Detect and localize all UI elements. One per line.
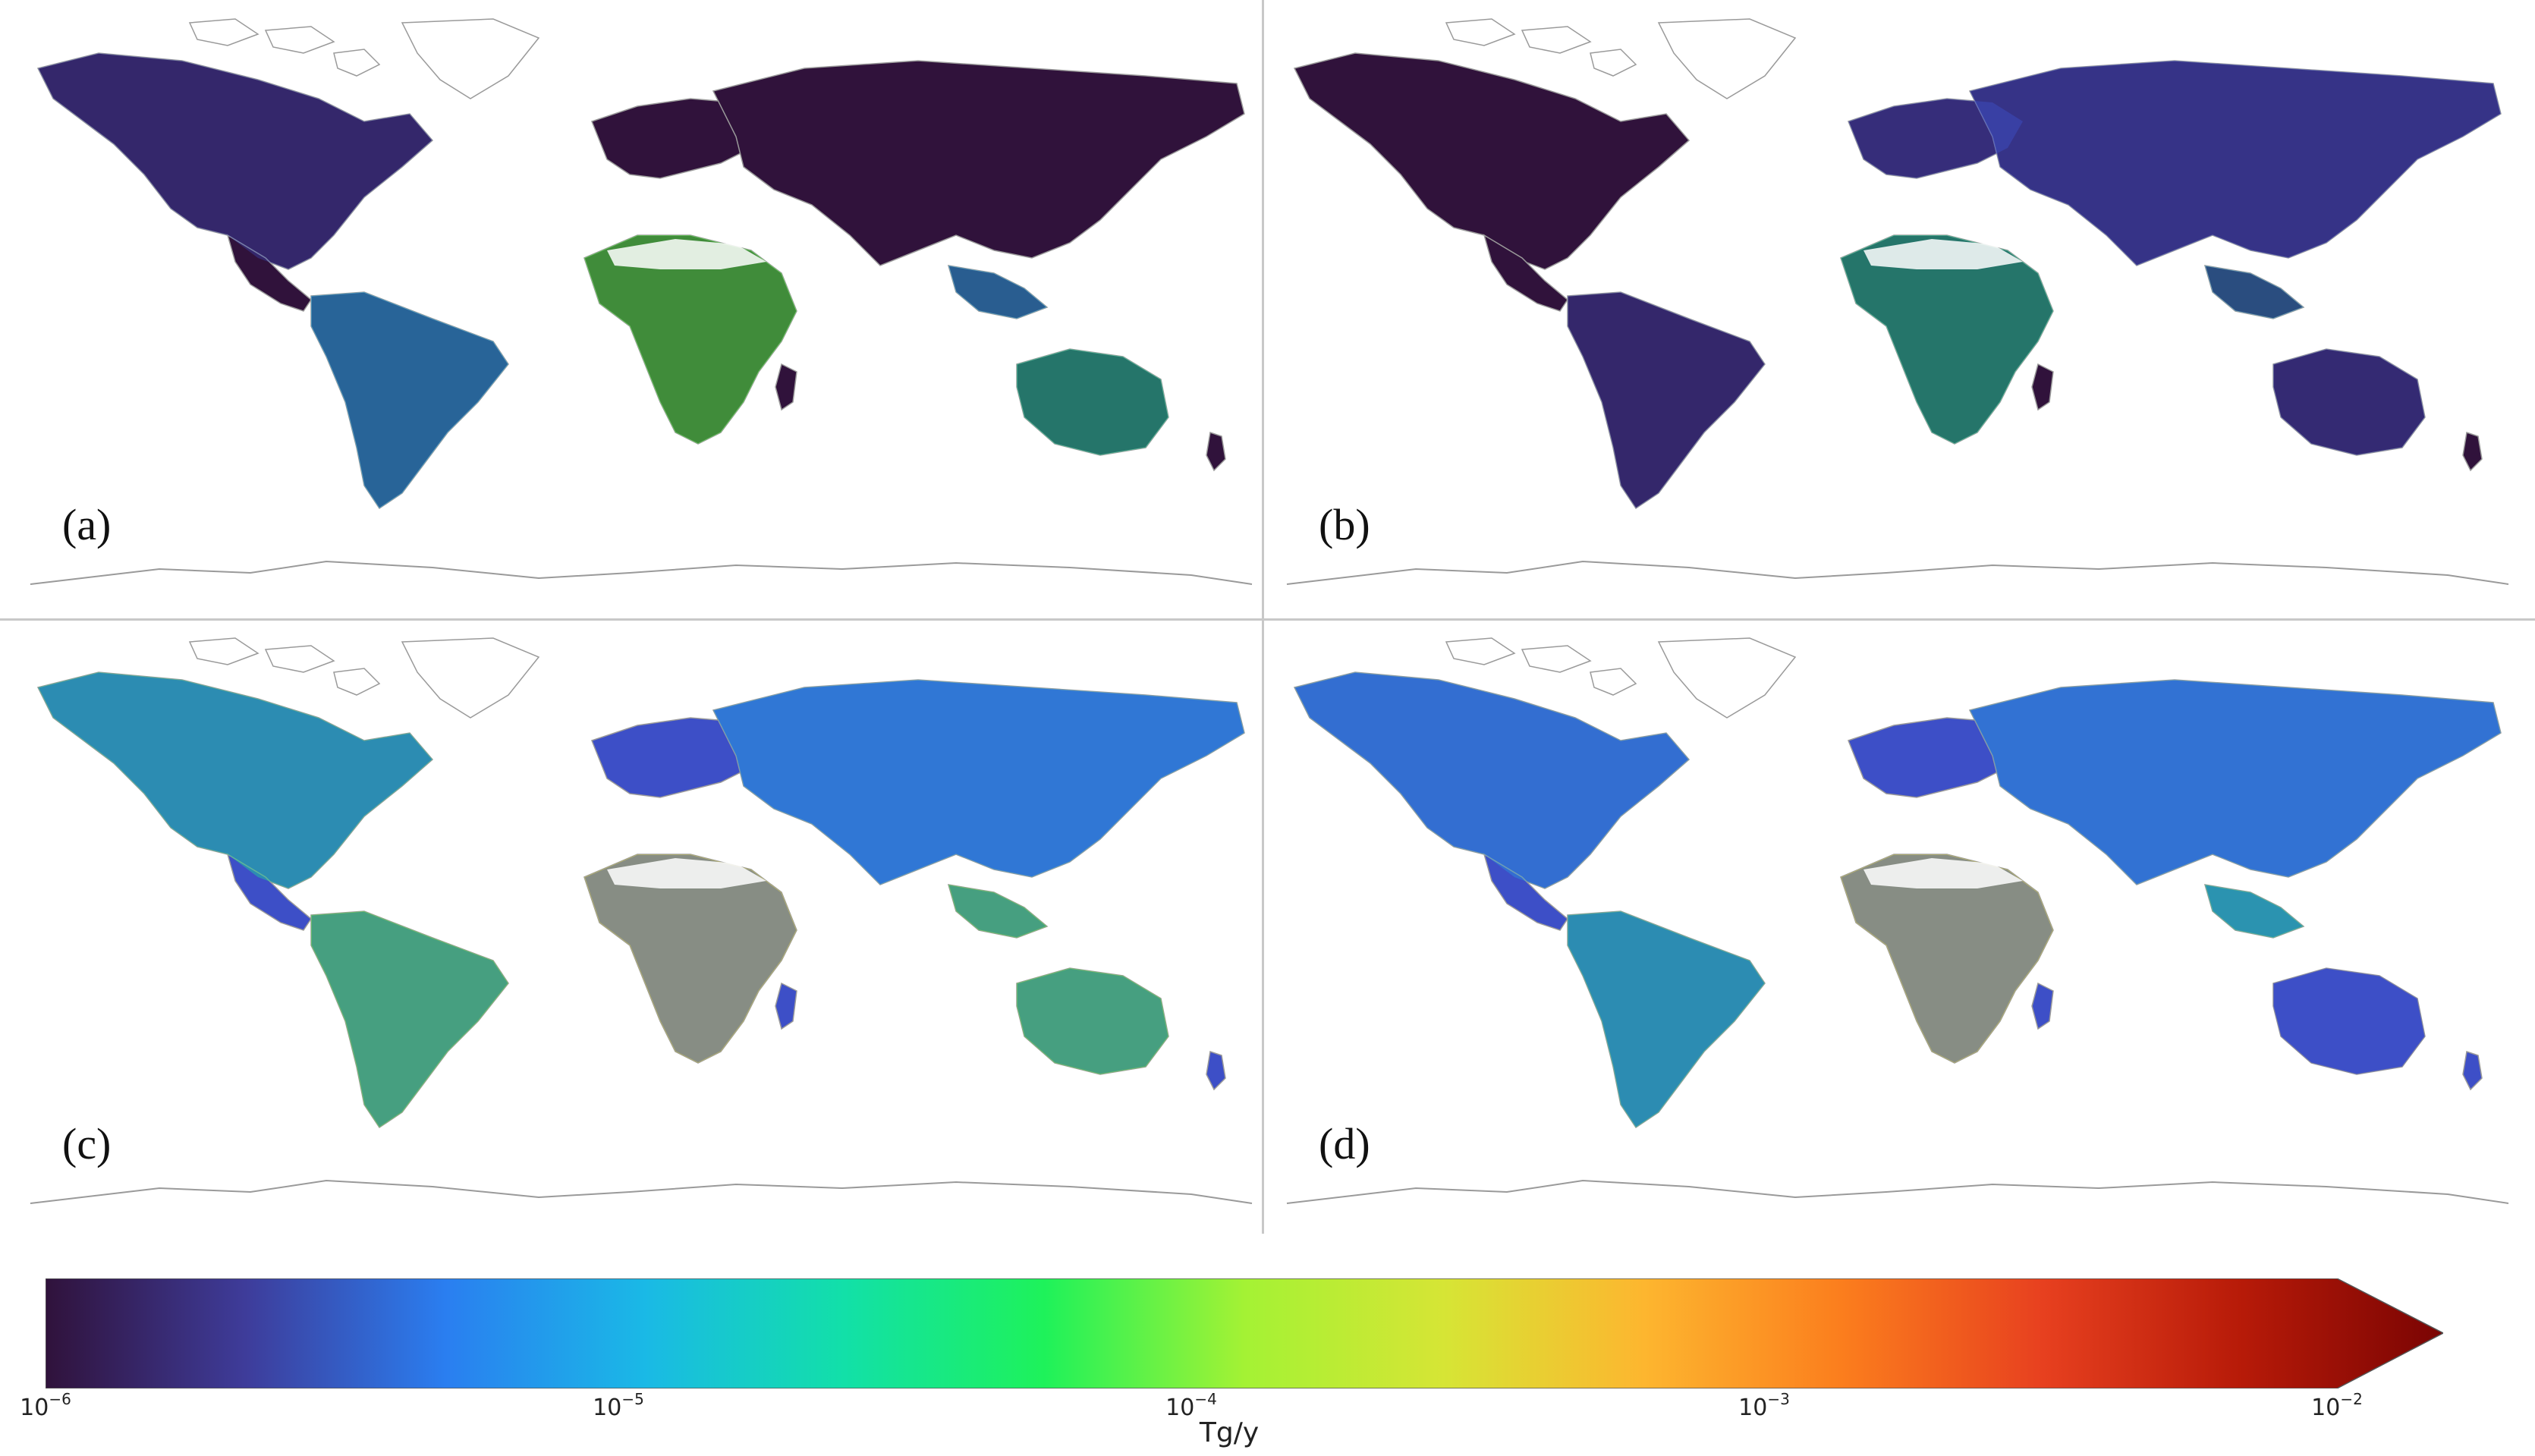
emission-overlay-africa	[584, 235, 797, 444]
desert-region	[607, 239, 766, 269]
colorbar-tick-label: 10−5	[593, 1390, 644, 1421]
arctic-island	[333, 49, 381, 77]
land-europe	[1848, 98, 2024, 179]
emission-overlay-africa	[584, 854, 797, 1063]
arctic-island	[188, 18, 259, 46]
emission-overlay-seasia	[2205, 266, 2304, 319]
desert-region	[1864, 858, 2023, 888]
land-namerica	[36, 671, 434, 889]
emission-overlay-seasia	[2205, 885, 2304, 938]
map-panel-c: (c)	[8, 627, 1260, 1234]
colorbar-gradient	[46, 1278, 2443, 1388]
land-europe	[1848, 717, 2024, 798]
colorbar-unit-label: Tg/y	[1199, 1417, 1260, 1448]
emission-overlay-namerica	[38, 672, 432, 888]
land-nz	[2462, 1051, 2483, 1091]
land-asia	[1968, 679, 2502, 885]
antarctica-coastline	[30, 560, 1253, 585]
emission-overlay-africa	[1841, 854, 2053, 1063]
antarctica-coastline	[1286, 1179, 2509, 1204]
emission-overlay-samerica	[311, 292, 508, 508]
arctic-island	[1590, 668, 1637, 696]
panel-label-a: (a)	[62, 500, 112, 549]
emission-overlay-namerica	[1294, 672, 1689, 888]
land-camerica	[226, 234, 312, 312]
land-camerica	[1483, 234, 1568, 312]
emission-overlay-australia	[2273, 968, 2425, 1074]
emission-overlay-samerica	[1568, 292, 1765, 508]
emission-overlay-europe	[1848, 99, 2023, 178]
colorbar-tick-label: 10−4	[1165, 1390, 1217, 1421]
colorbar	[46, 1278, 2443, 1388]
antarctica-coastline	[30, 1179, 1253, 1204]
land-greenland	[1657, 18, 1797, 99]
arctic-island	[1445, 18, 1516, 46]
desert-region	[1864, 239, 2023, 269]
land-seasia	[2203, 265, 2305, 319]
land-europe	[591, 98, 768, 179]
land-greenland	[1657, 637, 1797, 719]
world-map-b	[1286, 18, 2509, 585]
emission-overlay-samerica	[1568, 911, 1765, 1127]
land-madagascar	[2031, 363, 2054, 411]
emission-overlay-namerica	[38, 53, 432, 269]
land-greenland	[401, 18, 540, 99]
emission-overlay-asia	[1970, 61, 2501, 266]
land-madagascar	[775, 982, 797, 1030]
emission-overlay-australia	[1017, 349, 1168, 455]
arctic-island	[1590, 49, 1637, 77]
map-panel-d: (d)	[1264, 627, 2516, 1234]
emission-overlay-australia	[1017, 968, 1168, 1074]
map-panel-a: (a)	[8, 8, 1260, 615]
land-namerica	[1293, 52, 1691, 270]
land-madagascar	[775, 363, 797, 411]
arctic-island	[1521, 26, 1592, 54]
colorbar-tick-label: 10−2	[2311, 1390, 2363, 1421]
emission-overlay-asia	[1970, 680, 2501, 885]
colorbar-tick-label: 10−3	[1738, 1390, 1790, 1421]
land-samerica	[1567, 910, 1766, 1129]
land-nz	[1206, 1051, 1226, 1091]
emission-overlay-australia	[2273, 349, 2425, 455]
land-camerica	[226, 853, 312, 931]
panel-label-d: (d)	[1319, 1119, 1370, 1168]
land-asia	[712, 60, 1245, 266]
map-panel-b: (b)	[1264, 8, 2516, 615]
emission-overlay-seasia	[948, 885, 1047, 938]
emission-overlay-africa	[1841, 235, 2053, 444]
colorbar-tick-label: 10−6	[20, 1390, 71, 1421]
arctic-island	[1521, 645, 1592, 673]
arctic-island	[188, 637, 259, 665]
arctic-island	[264, 645, 335, 673]
arctic-island	[333, 668, 381, 696]
land-australia	[2272, 967, 2426, 1075]
desert-region	[607, 858, 766, 888]
world-map-d	[1286, 637, 2509, 1204]
land-nz	[1206, 432, 1226, 472]
emission-overlay-seasia	[948, 266, 1047, 319]
arctic-island	[1445, 637, 1516, 665]
panel-label-b: (b)	[1319, 500, 1370, 549]
land-camerica	[1483, 853, 1568, 931]
panel-label-c: (c)	[62, 1119, 112, 1168]
world-map-a	[30, 18, 1253, 585]
land-samerica	[1567, 291, 1766, 510]
antarctica-coastline	[1286, 560, 2509, 585]
land-greenland	[401, 637, 540, 719]
emission-overlay-asia	[713, 680, 1244, 885]
land-australia	[2272, 348, 2426, 456]
panel-divider-vertical	[1262, 0, 1264, 1234]
world-map-c	[30, 637, 1253, 1204]
land-nz	[2462, 432, 2483, 472]
panel-divider-horizontal	[0, 618, 2535, 621]
arctic-island	[264, 26, 335, 54]
land-madagascar	[2031, 982, 2054, 1030]
land-namerica	[1293, 671, 1691, 889]
land-namerica	[36, 52, 434, 270]
land-asia	[712, 679, 1245, 885]
emission-overlay-samerica	[311, 911, 508, 1127]
land-europe	[591, 717, 768, 798]
